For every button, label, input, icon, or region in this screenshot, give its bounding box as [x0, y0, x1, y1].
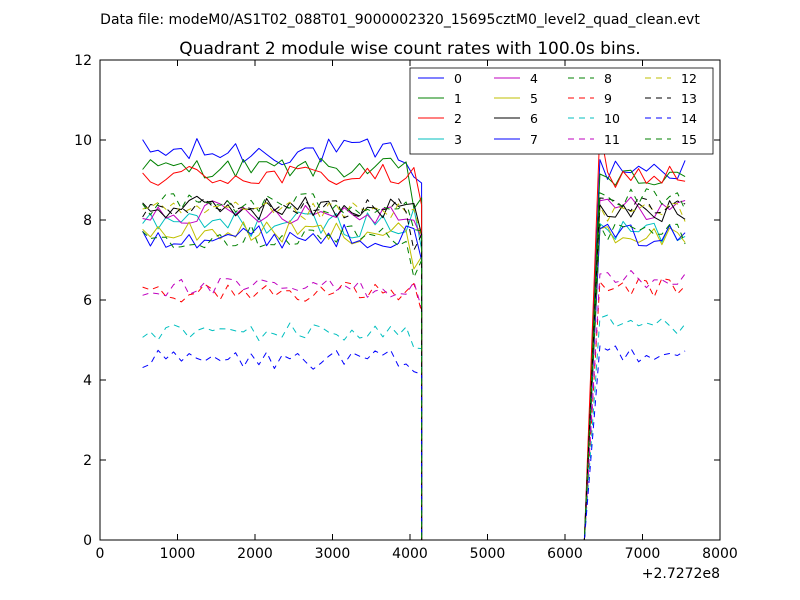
- legend-label-12: 12: [681, 71, 697, 86]
- series-line-11: [142, 270, 686, 541]
- x-axis-offset-label: +2.7272e8: [642, 566, 720, 582]
- series-line-14: [142, 345, 686, 541]
- legend-label-9: 9: [604, 91, 612, 106]
- legend-label-6: 6: [530, 111, 538, 126]
- x-tick-label: 8000: [702, 546, 738, 562]
- y-tick-label: 12: [74, 53, 92, 69]
- series-line-10: [142, 314, 686, 541]
- series-line-15: [142, 188, 686, 541]
- legend-label-14: 14: [681, 111, 697, 126]
- x-tick-label: 5000: [470, 546, 506, 562]
- series-line-8: [142, 223, 686, 541]
- series-line-9: [142, 277, 686, 541]
- legend-label-2: 2: [454, 111, 462, 126]
- x-tick-label: 6000: [547, 546, 583, 562]
- figure-suptitle: Data file: modeM0/AS1T02_088T01_90000023…: [100, 12, 700, 28]
- series-line-0: [142, 138, 686, 541]
- legend-label-7: 7: [530, 132, 538, 147]
- y-tick-label: 4: [83, 373, 92, 389]
- series-line-6: [142, 195, 686, 541]
- legend-label-5: 5: [530, 91, 538, 106]
- legend-label-13: 13: [681, 91, 697, 106]
- series-line-1: [142, 157, 686, 541]
- legend-label-3: 3: [454, 132, 462, 147]
- x-tick-label: 3000: [315, 546, 351, 562]
- legend-frame: [409, 67, 714, 155]
- chart-title: Quadrant 2 module wise count rates with …: [179, 39, 640, 59]
- y-tick-label: 2: [83, 453, 92, 469]
- y-tick-label: 10: [74, 133, 92, 149]
- series-line-12: [142, 201, 686, 541]
- legend-label-1: 1: [454, 91, 462, 106]
- y-tick-label: 6: [83, 293, 92, 309]
- legend-label-15: 15: [681, 132, 697, 147]
- series-line-4: [142, 196, 686, 541]
- y-tick-label: 8: [83, 213, 92, 229]
- legend-label-11: 11: [604, 132, 620, 147]
- x-tick-label: 2000: [237, 546, 273, 562]
- legend-label-4: 4: [530, 71, 538, 86]
- axis-ticks: 0 1000 2000 3000 4000 5000 6000 7000 80000246810…: [74, 53, 738, 562]
- x-tick-label: 7000: [625, 546, 661, 562]
- series-layer: [142, 128, 686, 541]
- series-line-5: [142, 220, 686, 541]
- y-tick-label: 0: [83, 533, 92, 549]
- x-tick-label: 1000: [160, 546, 196, 562]
- legend-label-0: 0: [454, 71, 462, 86]
- series-line-2: [142, 128, 686, 541]
- series-line-3: [142, 207, 686, 541]
- legend-label-10: 10: [604, 111, 620, 126]
- x-tick-label: 4000: [392, 546, 428, 562]
- legend-label-8: 8: [604, 71, 612, 86]
- series-line-7: [142, 223, 686, 541]
- x-tick-label: 0: [96, 546, 105, 562]
- series-line-13: [142, 196, 686, 541]
